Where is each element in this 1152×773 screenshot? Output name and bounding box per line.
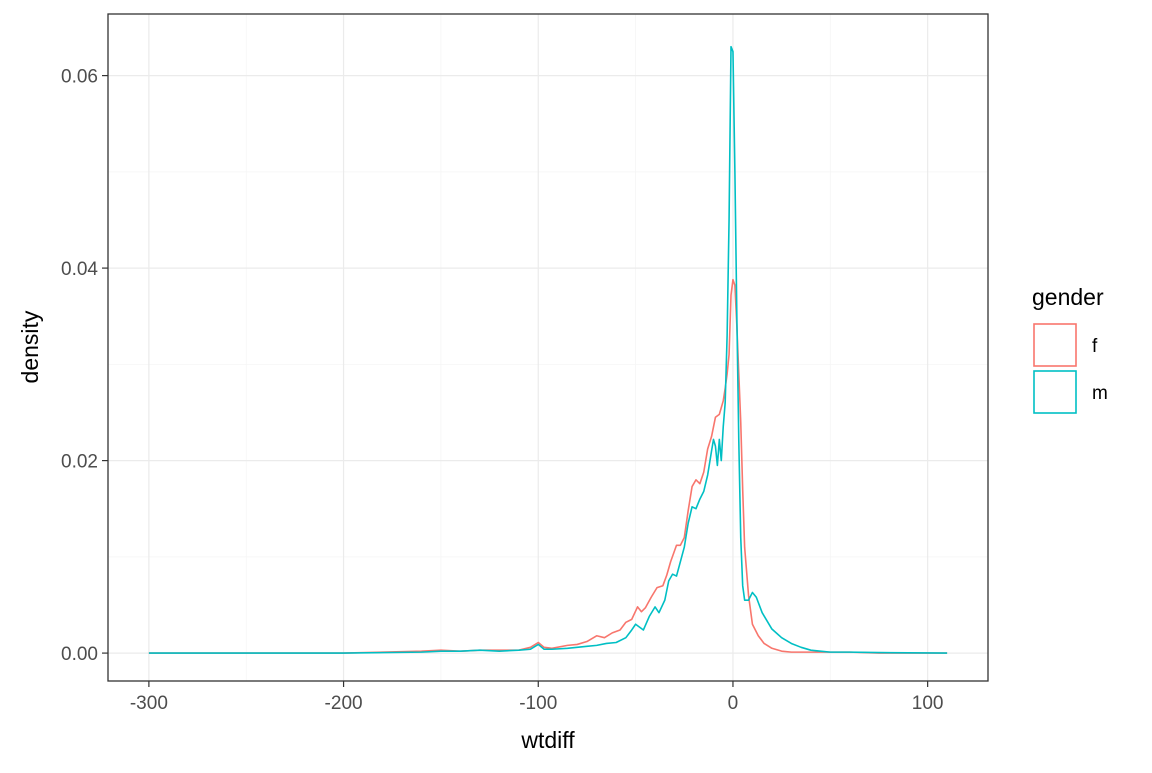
y-tick-label: 0.02 (61, 452, 98, 473)
x-tick-label: -300 (130, 693, 168, 714)
legend-label-f: f (1092, 336, 1098, 357)
legend-label-m: m (1092, 383, 1108, 404)
x-tick-label: -100 (519, 693, 557, 714)
x-tick-label: 0 (728, 693, 739, 714)
legend-title: gender (1032, 284, 1104, 310)
y-tick-label: 0.00 (61, 644, 98, 665)
series-line-m (148, 45, 948, 654)
series-lines (148, 45, 948, 654)
y-tick-label: 0.06 (61, 67, 98, 88)
y-tick-label: 0.04 (61, 259, 98, 280)
x-axis: -300 -200 -100 0 100 (130, 681, 944, 714)
panel-border (107, 13, 989, 682)
x-tick-label: 100 (912, 693, 944, 714)
legend: gender f m (1032, 284, 1108, 414)
y-axis-title: density (17, 310, 43, 383)
x-axis-title: wtdiff (520, 727, 575, 753)
x-tick-label: -200 (325, 693, 363, 714)
grid (108, 14, 988, 681)
legend-key-m (1033, 370, 1077, 414)
y-axis: 0.00 0.02 0.04 0.06 (61, 67, 108, 665)
legend-key-f (1033, 323, 1077, 367)
series-line-f (148, 278, 948, 654)
